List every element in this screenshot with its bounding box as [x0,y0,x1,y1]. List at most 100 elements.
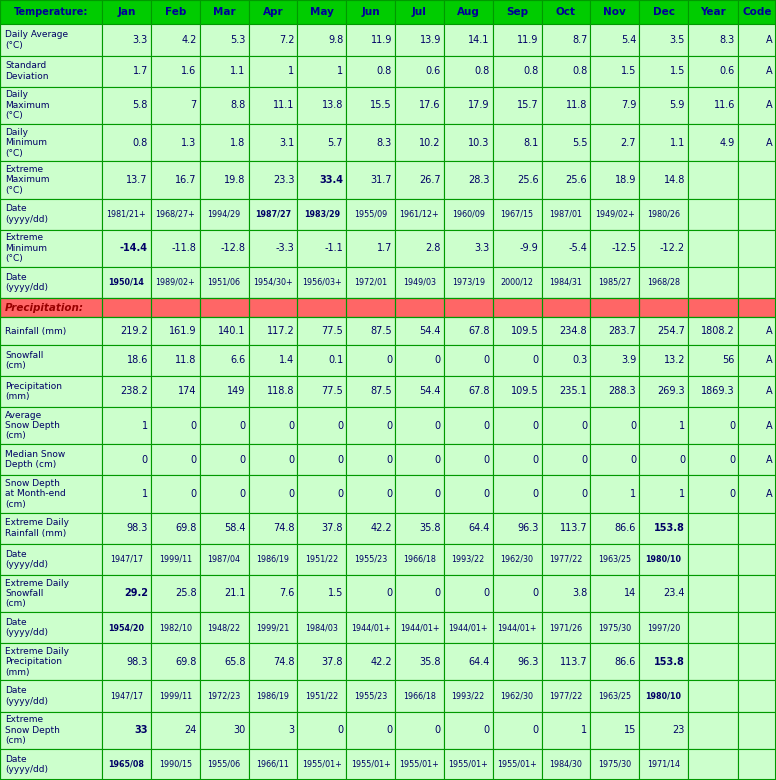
Bar [444,749,493,780]
Text: 140.1: 140.1 [218,326,245,336]
Bar [542,680,591,711]
Text: Oct: Oct [556,7,576,17]
Text: 1987/01: 1987/01 [549,210,583,218]
Bar [591,267,639,298]
Bar [738,55,776,87]
Text: 3.5: 3.5 [670,35,685,45]
Text: 33.4: 33.4 [319,175,343,185]
Bar [444,376,493,407]
Text: 0: 0 [581,420,587,431]
Text: 77.5: 77.5 [321,386,343,396]
Bar [395,267,444,298]
Bar [738,198,776,229]
Bar [639,445,688,475]
Bar [444,575,493,612]
Text: 1944/01+: 1944/01+ [449,623,488,632]
Text: 0: 0 [191,455,196,465]
Bar [591,376,639,407]
Bar [102,317,151,345]
Bar [0,24,102,55]
Bar [591,0,639,24]
Text: 0: 0 [532,455,539,465]
Bar [444,87,493,124]
Bar [738,229,776,267]
Bar [542,475,591,512]
Bar [199,575,248,612]
Bar [248,267,297,298]
Bar [102,644,151,680]
Bar [102,512,151,544]
Text: 98.3: 98.3 [126,657,148,667]
Text: 0: 0 [532,355,539,365]
Bar [639,0,688,24]
Bar [395,475,444,512]
Text: Median Snow
Depth (cm): Median Snow Depth (cm) [5,450,65,470]
Text: 1966/18: 1966/18 [403,692,436,700]
Bar [444,644,493,680]
Bar [248,87,297,124]
Bar [0,407,102,445]
Bar [297,317,346,345]
Text: 0: 0 [435,420,441,431]
Bar [102,680,151,711]
Text: 8.7: 8.7 [572,35,587,45]
Text: 1975/30: 1975/30 [598,623,632,632]
Text: 26.7: 26.7 [419,175,441,185]
Text: 0: 0 [581,489,587,499]
Bar [151,711,199,749]
Text: A: A [767,101,773,111]
Bar [639,376,688,407]
Text: Extreme Daily
Snowfall
(cm): Extreme Daily Snowfall (cm) [5,579,69,608]
Bar [151,644,199,680]
Text: Date
(yyyy/dd): Date (yyyy/dd) [5,618,48,637]
Text: 96.3: 96.3 [517,657,539,667]
Text: 0: 0 [435,455,441,465]
Text: 2000/12: 2000/12 [501,278,534,287]
Bar [395,55,444,87]
Bar [444,198,493,229]
Text: 0: 0 [337,420,343,431]
Bar [151,544,199,575]
Bar [151,161,199,198]
Text: Jul: Jul [412,7,427,17]
Text: -9.9: -9.9 [520,243,539,254]
Bar [688,267,738,298]
Text: 77.5: 77.5 [321,326,343,336]
Bar [591,445,639,475]
Bar [151,612,199,644]
Bar [542,229,591,267]
Bar [102,161,151,198]
Bar [346,644,395,680]
Bar [395,512,444,544]
Text: 1808.2: 1808.2 [702,326,735,336]
Bar [346,512,395,544]
Bar [346,749,395,780]
Bar [542,124,591,161]
Text: 1989/02+: 1989/02+ [155,278,195,287]
Bar [0,680,102,711]
Bar [493,749,542,780]
Text: 269.3: 269.3 [657,386,685,396]
Bar [639,711,688,749]
Bar [346,376,395,407]
Text: 9.8: 9.8 [328,35,343,45]
Text: 1962/30: 1962/30 [501,692,534,700]
Text: 42.2: 42.2 [370,657,392,667]
Bar [591,711,639,749]
Text: 0: 0 [729,489,735,499]
Text: 56: 56 [722,355,735,365]
Bar [346,267,395,298]
Bar [395,87,444,124]
Bar [395,317,444,345]
Bar [444,407,493,445]
Text: 174: 174 [178,386,196,396]
Text: 1944/01+: 1944/01+ [400,623,439,632]
Text: 0: 0 [435,725,441,736]
Bar [297,644,346,680]
Bar [346,317,395,345]
Bar [102,267,151,298]
Bar [444,475,493,512]
Bar [688,575,738,612]
Text: May: May [310,7,334,17]
Bar [493,55,542,87]
